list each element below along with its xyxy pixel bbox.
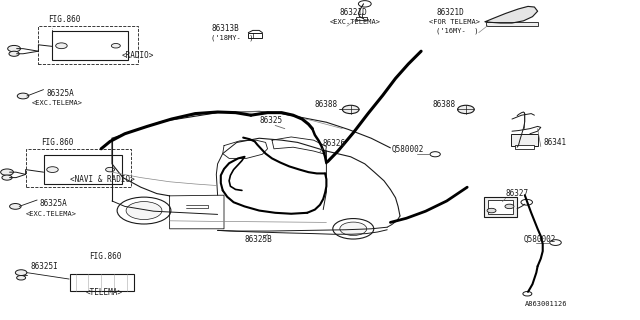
Bar [26, 149, 131, 187]
Bar [38, 26, 138, 64]
Text: <EXC.TELEMA>: <EXC.TELEMA> [330, 19, 381, 25]
Bar [44, 155, 122, 184]
Circle shape [340, 222, 367, 236]
Polygon shape [485, 6, 538, 23]
Circle shape [111, 44, 120, 48]
Text: 86327: 86327 [506, 189, 529, 198]
Text: 86313B: 86313B [211, 24, 239, 33]
Text: 86321D: 86321D [339, 8, 367, 17]
Circle shape [117, 197, 171, 224]
Bar [486, 22, 538, 26]
Text: 86325A: 86325A [46, 89, 74, 98]
Circle shape [10, 204, 21, 209]
Text: 86325A: 86325A [40, 199, 67, 208]
Circle shape [2, 175, 12, 180]
Text: A863001126: A863001126 [525, 300, 567, 307]
Text: <FOR TELEMA>: <FOR TELEMA> [429, 19, 480, 25]
Circle shape [550, 240, 561, 245]
Circle shape [342, 105, 359, 114]
Circle shape [8, 45, 20, 52]
Text: 86321D: 86321D [436, 8, 464, 17]
Text: 86325I: 86325I [31, 262, 58, 271]
Circle shape [9, 51, 19, 56]
Text: ('18MY-  ): ('18MY- ) [211, 35, 253, 41]
Circle shape [505, 204, 514, 209]
Text: 86325B: 86325B [244, 235, 272, 244]
Text: <EXC.TELEMA>: <EXC.TELEMA> [32, 100, 83, 106]
Text: FIG.860: FIG.860 [90, 252, 122, 261]
Circle shape [358, 1, 371, 7]
Bar [356, 17, 367, 20]
Text: 86326: 86326 [323, 139, 346, 148]
Bar [511, 134, 538, 146]
Bar [484, 197, 517, 217]
Circle shape [487, 208, 496, 213]
Bar [515, 145, 534, 149]
Circle shape [458, 105, 474, 114]
Circle shape [430, 152, 440, 157]
Circle shape [17, 276, 26, 280]
Circle shape [333, 219, 374, 239]
Circle shape [15, 270, 27, 276]
Circle shape [56, 43, 67, 49]
Bar [488, 200, 513, 214]
Bar [70, 274, 134, 291]
Bar [248, 33, 262, 38]
Text: FIG.860: FIG.860 [48, 15, 80, 24]
Text: <EXC.TELEMA>: <EXC.TELEMA> [26, 211, 77, 217]
Text: Q580002: Q580002 [392, 145, 424, 154]
Circle shape [17, 93, 29, 99]
Circle shape [47, 167, 58, 172]
Text: FIG.860: FIG.860 [42, 138, 74, 147]
Text: 86341: 86341 [544, 138, 567, 147]
Text: <TELEMA>: <TELEMA> [85, 288, 122, 297]
Circle shape [521, 199, 532, 205]
Text: Q580002: Q580002 [524, 235, 556, 244]
Circle shape [126, 202, 162, 220]
Circle shape [523, 292, 532, 296]
Text: ('16MY-  ): ('16MY- ) [436, 27, 479, 34]
Text: 86388: 86388 [433, 100, 456, 109]
Text: 86388: 86388 [315, 100, 338, 109]
Circle shape [1, 169, 13, 175]
Text: <RADIO>: <RADIO> [122, 51, 154, 60]
Text: 86325: 86325 [259, 116, 282, 125]
Bar [52, 31, 128, 60]
Circle shape [106, 167, 115, 172]
Text: <NAVI & RADIO>: <NAVI & RADIO> [70, 175, 134, 184]
